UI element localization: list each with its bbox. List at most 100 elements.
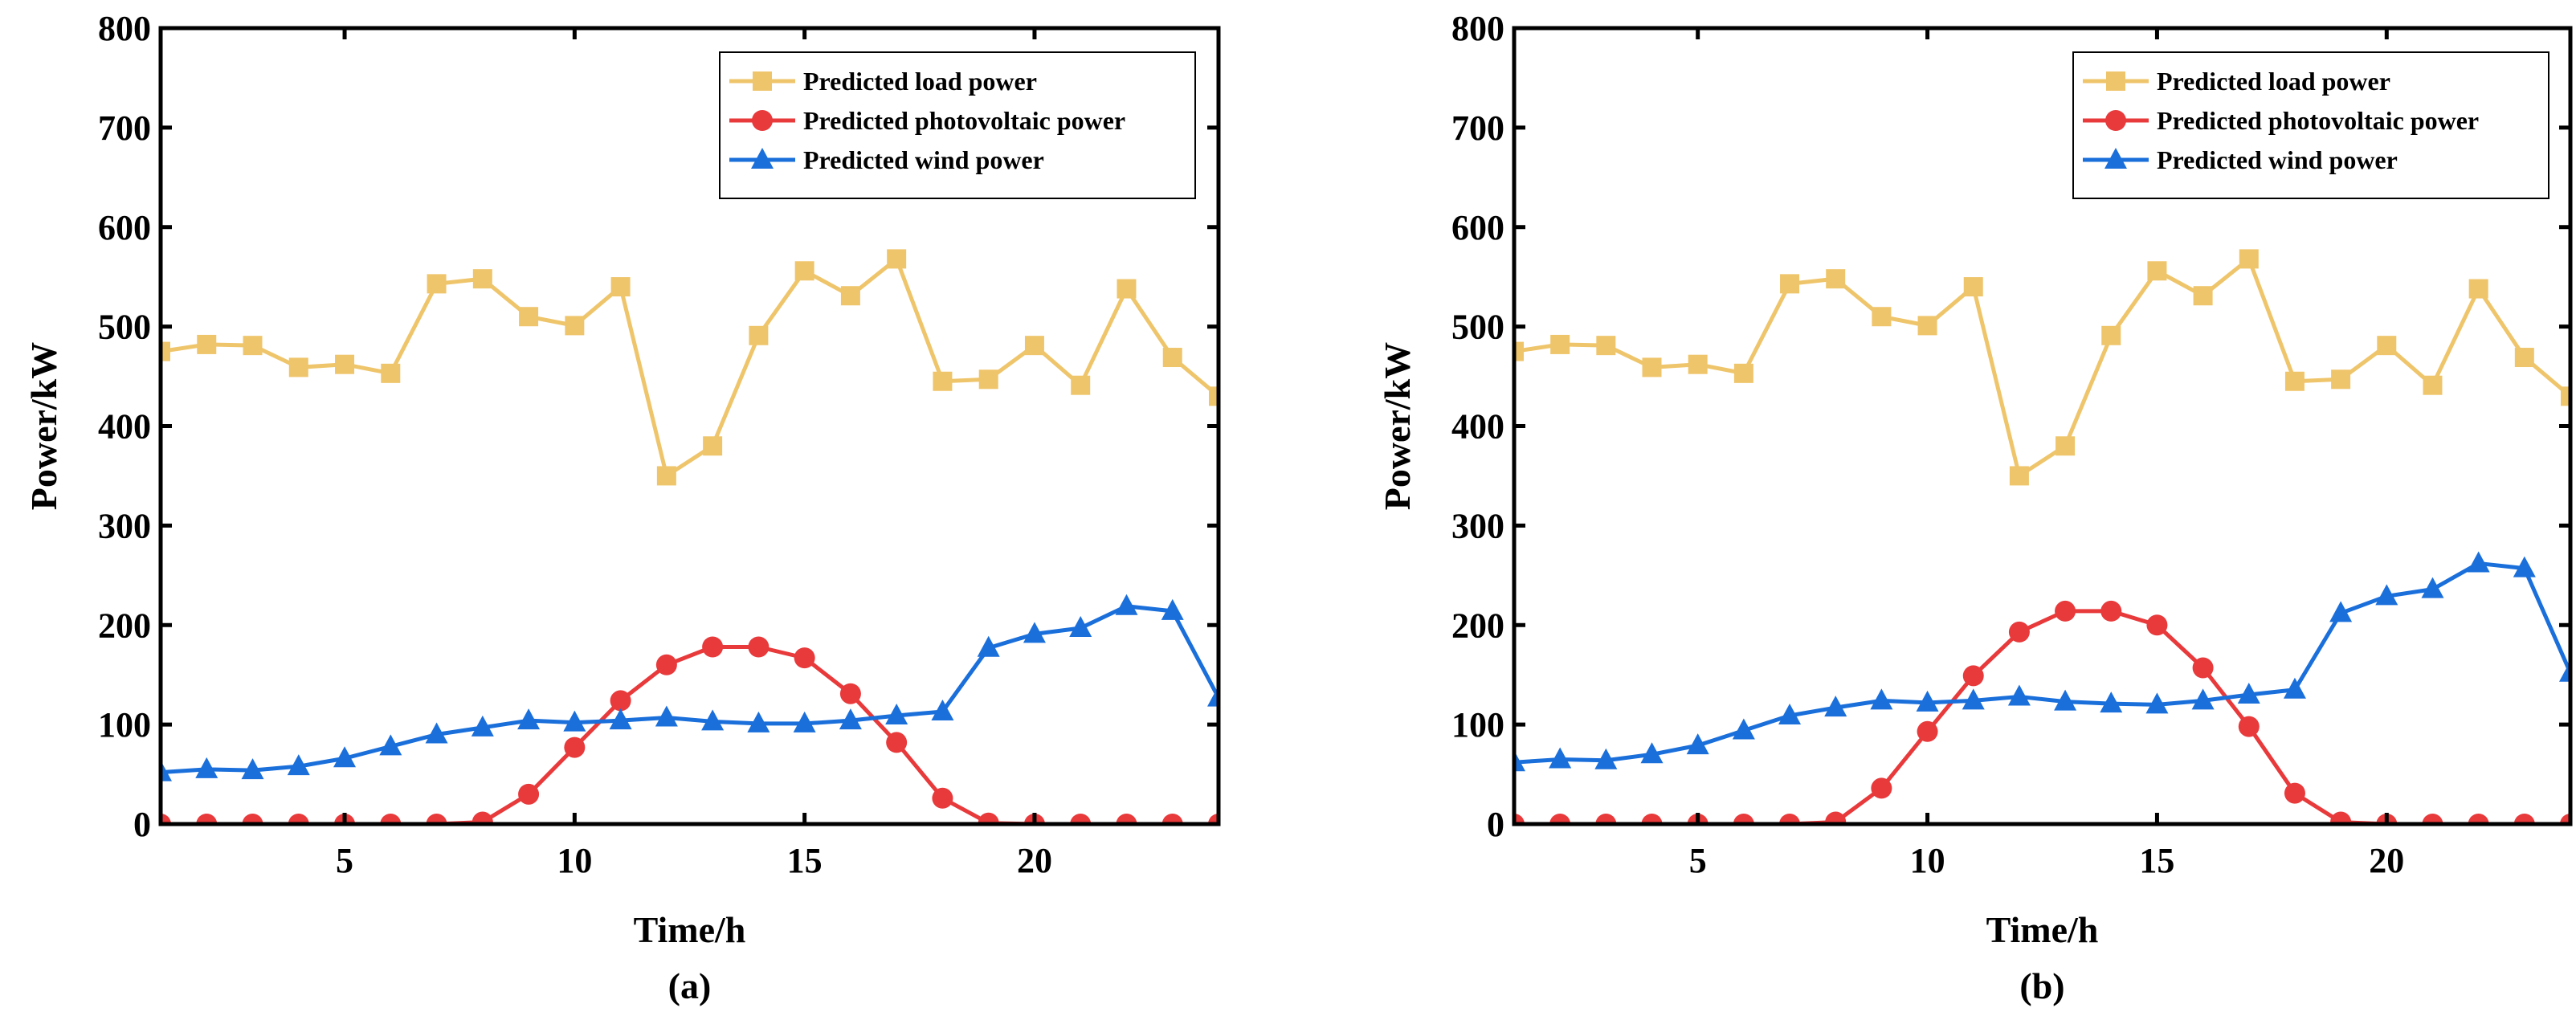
- data-point-wind: [1962, 688, 1985, 710]
- series-line-pv: [161, 645, 1219, 825]
- chart-panel-a: 0 100 200 300 400 500 600 700 800 5 10 15 20 Time/h Po…: [23, 9, 1221, 1006]
- x-tick-label: 20: [1017, 841, 1052, 880]
- data-point-wind: [1513, 750, 1525, 772]
- data-point-load: [565, 316, 585, 336]
- data-point-wind: [1640, 742, 1664, 764]
- data-point-load: [2331, 369, 2351, 390]
- series-load: [1513, 249, 2571, 486]
- data-point-wind: [425, 722, 448, 744]
- legend-box: [719, 51, 1196, 199]
- y-tick-label: 600: [98, 208, 151, 247]
- data-point-load: [1642, 357, 1662, 377]
- data-point-load: [978, 369, 998, 390]
- y-tick-label: 200: [98, 606, 151, 645]
- data-point-pv: [564, 736, 586, 758]
- data-point-wind: [2421, 577, 2444, 598]
- data-point-load: [1688, 354, 1708, 374]
- data-point-load: [1826, 269, 1846, 289]
- x-tick-label: 20: [2369, 841, 2404, 880]
- legend-marker-wind: [2104, 148, 2127, 169]
- data-point-wind: [1732, 718, 1755, 740]
- data-point-pv: [794, 647, 815, 669]
- data-point-wind: [1916, 690, 1939, 712]
- y-tick-label: 500: [98, 308, 151, 347]
- y-axis-title: Power/kW: [1377, 342, 1418, 511]
- legend-label-load: Predicted load power: [803, 67, 1037, 96]
- data-point-wind: [2007, 684, 2031, 706]
- data-point-load: [2468, 279, 2488, 299]
- data-point-wind: [1069, 615, 1092, 637]
- legend: Predicted load power Predicted photovolta…: [719, 51, 1196, 199]
- plot-area: [1513, 249, 2571, 825]
- y-tick-label: 0: [133, 805, 151, 844]
- x-axis-title: Time/h: [1986, 909, 2099, 950]
- data-point-load: [1162, 348, 1182, 368]
- data-point-load: [794, 261, 814, 281]
- series-line-load: [160, 256, 1219, 478]
- data-point-load: [2193, 286, 2213, 306]
- data-point-wind: [2237, 682, 2260, 704]
- x-tick-label: 5: [1689, 841, 1707, 880]
- data-point-wind: [1594, 748, 1618, 769]
- data-point-wind: [2513, 556, 2536, 577]
- series-wind: [1513, 551, 2571, 772]
- data-point-load: [288, 357, 308, 377]
- legend-marker-pv: [752, 110, 773, 131]
- data-point-load: [840, 286, 860, 306]
- data-point-load: [2514, 348, 2534, 368]
- data-point-load: [610, 277, 631, 297]
- data-point-load: [1733, 363, 1753, 383]
- chart-panel-b: 0 100 200 300 400 500 600 700 800 5 10 15 20 Time/h Po…: [1377, 9, 2573, 1006]
- data-point-wind: [379, 734, 402, 756]
- data-point-load: [933, 371, 953, 391]
- data-point-wind: [793, 711, 816, 732]
- data-point-load: [472, 269, 492, 289]
- data-point-wind: [655, 705, 678, 727]
- data-point-load: [243, 336, 263, 356]
- data-point-wind: [885, 703, 908, 724]
- data-point-load: [2423, 375, 2443, 395]
- data-point-pv: [2146, 614, 2168, 636]
- plot-area: [160, 249, 1219, 825]
- y-tick-label: 500: [1451, 308, 1504, 347]
- panel-caption: (b): [2019, 965, 2064, 1006]
- x-tick-label: 15: [2139, 841, 2174, 880]
- data-point-load: [1117, 279, 1137, 299]
- data-point-wind: [287, 754, 310, 776]
- data-point-pv: [655, 654, 677, 675]
- y-tick-label: 300: [1451, 506, 1504, 545]
- data-point-load: [2101, 325, 2121, 345]
- y-tick-label: 400: [1451, 407, 1504, 447]
- data-point-pv: [1871, 777, 1892, 799]
- data-point-load: [656, 466, 676, 486]
- data-point-pv: [2330, 811, 2352, 825]
- data-point-wind: [1686, 733, 1709, 755]
- legend-label-wind: Predicted wind power: [803, 145, 1044, 174]
- data-point-load: [1024, 336, 1044, 356]
- data-point-pv: [2100, 600, 2122, 622]
- data-point-wind: [839, 708, 862, 730]
- panel-caption: (a): [668, 965, 712, 1006]
- data-point-pv: [2008, 621, 2030, 643]
- data-point-wind: [747, 711, 770, 732]
- data-point-wind: [2329, 601, 2353, 622]
- data-point-pv: [2238, 716, 2260, 737]
- data-point-wind: [1778, 703, 1802, 724]
- y-tick-label: 100: [98, 705, 151, 745]
- data-point-wind: [2375, 584, 2398, 606]
- y-tick-label: 700: [98, 108, 151, 148]
- y-axis-title: Power/kW: [23, 342, 64, 511]
- data-point-pv: [2055, 600, 2076, 622]
- data-point-pv: [610, 690, 631, 712]
- data-point-load: [197, 334, 217, 354]
- data-point-load: [703, 436, 723, 456]
- data-point-load: [1917, 316, 1937, 336]
- data-point-wind: [1870, 688, 1893, 710]
- series-wind: [160, 594, 1219, 781]
- data-point-wind: [2467, 551, 2490, 573]
- y-tick-label: 700: [1451, 108, 1504, 148]
- series-pv: [160, 636, 1219, 825]
- y-tick-label: 300: [98, 506, 151, 545]
- data-point-wind: [1023, 622, 1046, 643]
- data-point-load: [1872, 307, 1892, 327]
